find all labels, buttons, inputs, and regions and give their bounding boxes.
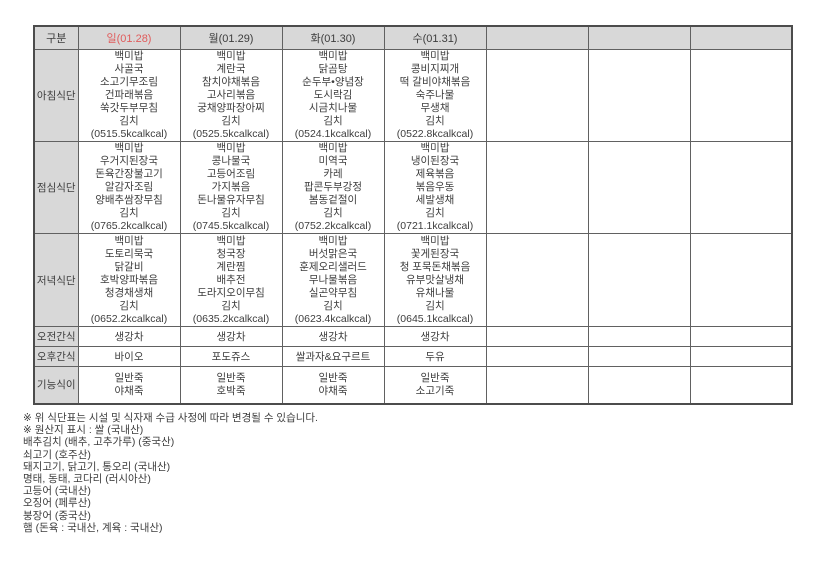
menu-cell-lunch-monday: 백미밥 콩나물국 고등어조림 가지볶음 돈나물유자무침 김치 (0745.5kc…	[179, 141, 283, 234]
dinner-row: 저녁식단 백미밥 도토리묵국 닭갈비 호박양파볶음 청경채생채 김치 (0652…	[33, 233, 793, 327]
menu-cell-lunch-empty-2	[587, 141, 691, 234]
diet-cell-functional-monday: 일반죽 호박죽	[179, 366, 283, 404]
menu-cell-breakfast-empty-2	[587, 49, 691, 142]
note-origin-ham: 햄 (돈육 : 국내산, 계육 : 국내산)	[23, 521, 163, 534]
diet-cell-functional-sunday: 일반죽 야채죽	[77, 366, 181, 404]
row-label-morning-snack: 오전간식	[33, 326, 79, 347]
snack-cell-afternoon-empty-1	[485, 346, 589, 367]
note-origin-pork-chicken-duck: 돼지고기, 닭고기, 통오리 (국내산)	[23, 460, 171, 473]
row-label-afternoon-snack: 오후간식	[33, 346, 79, 367]
menu-cell-breakfast-empty-3	[689, 49, 793, 142]
snack-cell-afternoon-empty-2	[587, 346, 691, 367]
corner-header-cell: 구분	[33, 25, 79, 50]
snack-cell-morning-tuesday: 생강차	[281, 326, 385, 347]
breakfast-row: 아침식단 백미밥 사골국 소고기무조림 건파래볶음 쑥갓두부무침 김치 (051…	[33, 49, 793, 142]
column-header-monday: 월(01.29)	[179, 25, 283, 50]
menu-cell-dinner-monday: 백미밥 청국장 계란찜 배추전 도라지오이무침 김치 (0635.2kcalkc…	[179, 233, 283, 327]
menu-cell-breakfast-empty-1	[485, 49, 589, 142]
menu-cell-dinner-wednesday: 백미밥 꽃게된장국 청 포묵돈채볶음 유부맛살냉채 유채나물 김치 (0645.…	[383, 233, 487, 327]
diet-cell-functional-empty-2	[587, 366, 691, 404]
menu-cell-breakfast-monday: 백미밥 계란국 참치야채볶음 고사리볶음 궁채양파장아찌 김치 (0525.5k…	[179, 49, 283, 142]
row-label-dinner: 저녁식단	[33, 233, 79, 327]
snack-cell-morning-sunday: 생강차	[77, 326, 181, 347]
snack-cell-afternoon-wednesday: 두유	[383, 346, 487, 367]
meal-plan-table: 구분 일(01.28) 월(01.29) 화(01.30) 수(01.31) 아…	[33, 25, 793, 405]
note-origin-mackerel: 고등어 (국내산)	[23, 485, 91, 498]
column-header-empty-2	[587, 25, 691, 50]
snack-cell-afternoon-tuesday: 쌀과자&요구르트	[281, 346, 385, 367]
snack-cell-afternoon-sunday: 바이오	[77, 346, 181, 367]
functional-diet-row: 기능식이 일반죽 야채죽 일반죽 호박죽 일반죽 야채죽 일반죽 소고기죽	[33, 366, 793, 404]
column-header-tuesday: 화(01.30)	[281, 25, 385, 50]
row-label-lunch: 점심식단	[33, 141, 79, 234]
column-header-wednesday: 수(01.31)	[383, 25, 487, 50]
menu-cell-dinner-sunday: 백미밥 도토리묵국 닭갈비 호박양파볶음 청경채생채 김치 (0652.2kca…	[77, 233, 181, 327]
menu-cell-lunch-empty-1	[485, 141, 589, 234]
row-label-breakfast: 아침식단	[33, 49, 79, 142]
snack-cell-afternoon-empty-3	[689, 346, 793, 367]
diet-cell-functional-empty-3	[689, 366, 793, 404]
afternoon-snack-row: 오후간식 바이오 포도쥬스 쌀과자&요구르트 두유	[33, 346, 793, 367]
column-header-empty-3	[689, 25, 793, 50]
column-header-empty-1	[485, 25, 589, 50]
menu-cell-breakfast-wednesday: 백미밥 콩비지찌개 떡 갈비야채볶음 숙주나물 무생채 김치 (0522.8kc…	[383, 49, 487, 142]
note-origin-eel: 붕장어 (중국산)	[23, 509, 91, 522]
footnotes: ※ 위 식단표는 시설 및 식자재 수급 사정에 따라 변경될 수 있습니다. …	[23, 412, 318, 534]
column-header-sunday: 일(01.28)	[77, 25, 181, 50]
snack-cell-morning-monday: 생강차	[179, 326, 283, 347]
row-label-functional-diet: 기능식이	[33, 366, 79, 404]
snack-cell-morning-empty-2	[587, 326, 691, 347]
diet-cell-functional-wednesday: 일반죽 소고기죽	[383, 366, 487, 404]
note-origin-pollack: 명태, 동태, 코다리 (러시아산)	[23, 473, 151, 486]
note-origin-kimchi: 배추김치 (배추, 고추가루) (중국산)	[23, 436, 175, 449]
menu-cell-breakfast-tuesday: 백미밥 닭곰탕 순두부•양념장 도시락김 시금치나물 김치 (0524.1kca…	[281, 49, 385, 142]
menu-cell-lunch-tuesday: 백미밥 미역국 카레 팝콘두부강정 봄동겉절이 김치 (0752.2kcalkc…	[281, 141, 385, 234]
note-change-disclaimer: ※ 위 식단표는 시설 및 식자재 수급 사정에 따라 변경될 수 있습니다.	[23, 412, 318, 424]
lunch-row: 점심식단 백미밥 우거지된장국 돈육간장불고기 알감자조림 양배추쌈장무침 김치…	[33, 141, 793, 234]
snack-cell-morning-wednesday: 생강차	[383, 326, 487, 347]
note-origin-beef: 쇠고기 (호주산)	[23, 448, 91, 461]
diet-cell-functional-tuesday: 일반죽 야채죽	[281, 366, 385, 404]
snack-cell-morning-empty-1	[485, 326, 589, 347]
menu-cell-dinner-empty-1	[485, 233, 589, 327]
table-header-row: 구분 일(01.28) 월(01.29) 화(01.30) 수(01.31)	[33, 25, 793, 50]
menu-cell-breakfast-sunday: 백미밥 사골국 소고기무조림 건파래볶음 쑥갓두부무침 김치 (0515.5kc…	[77, 49, 181, 142]
menu-cell-dinner-tuesday: 백미밥 버섯맑은국 훈제오리샐러드 무나물볶음 실곤약무침 김치 (0623.4…	[281, 233, 385, 327]
snack-cell-morning-empty-3	[689, 326, 793, 347]
morning-snack-row: 오전간식 생강차 생강차 생강차 생강차	[33, 326, 793, 347]
menu-cell-dinner-empty-3	[689, 233, 793, 327]
note-origin-rice: ※ 원산지 표시 : 쌀 (국내산)	[23, 424, 144, 437]
menu-cell-dinner-empty-2	[587, 233, 691, 327]
note-origin-squid: 오징어 (페루산)	[23, 497, 91, 510]
menu-cell-lunch-sunday: 백미밥 우거지된장국 돈육간장불고기 알감자조림 양배추쌈장무침 김치 (076…	[77, 141, 181, 234]
diet-cell-functional-empty-1	[485, 366, 589, 404]
menu-cell-lunch-wednesday: 백미밥 냉이된장국 제육볶음 볶음우동 세발생채 김치 (0721.1kcalk…	[383, 141, 487, 234]
snack-cell-afternoon-monday: 포도쥬스	[179, 346, 283, 367]
menu-cell-lunch-empty-3	[689, 141, 793, 234]
